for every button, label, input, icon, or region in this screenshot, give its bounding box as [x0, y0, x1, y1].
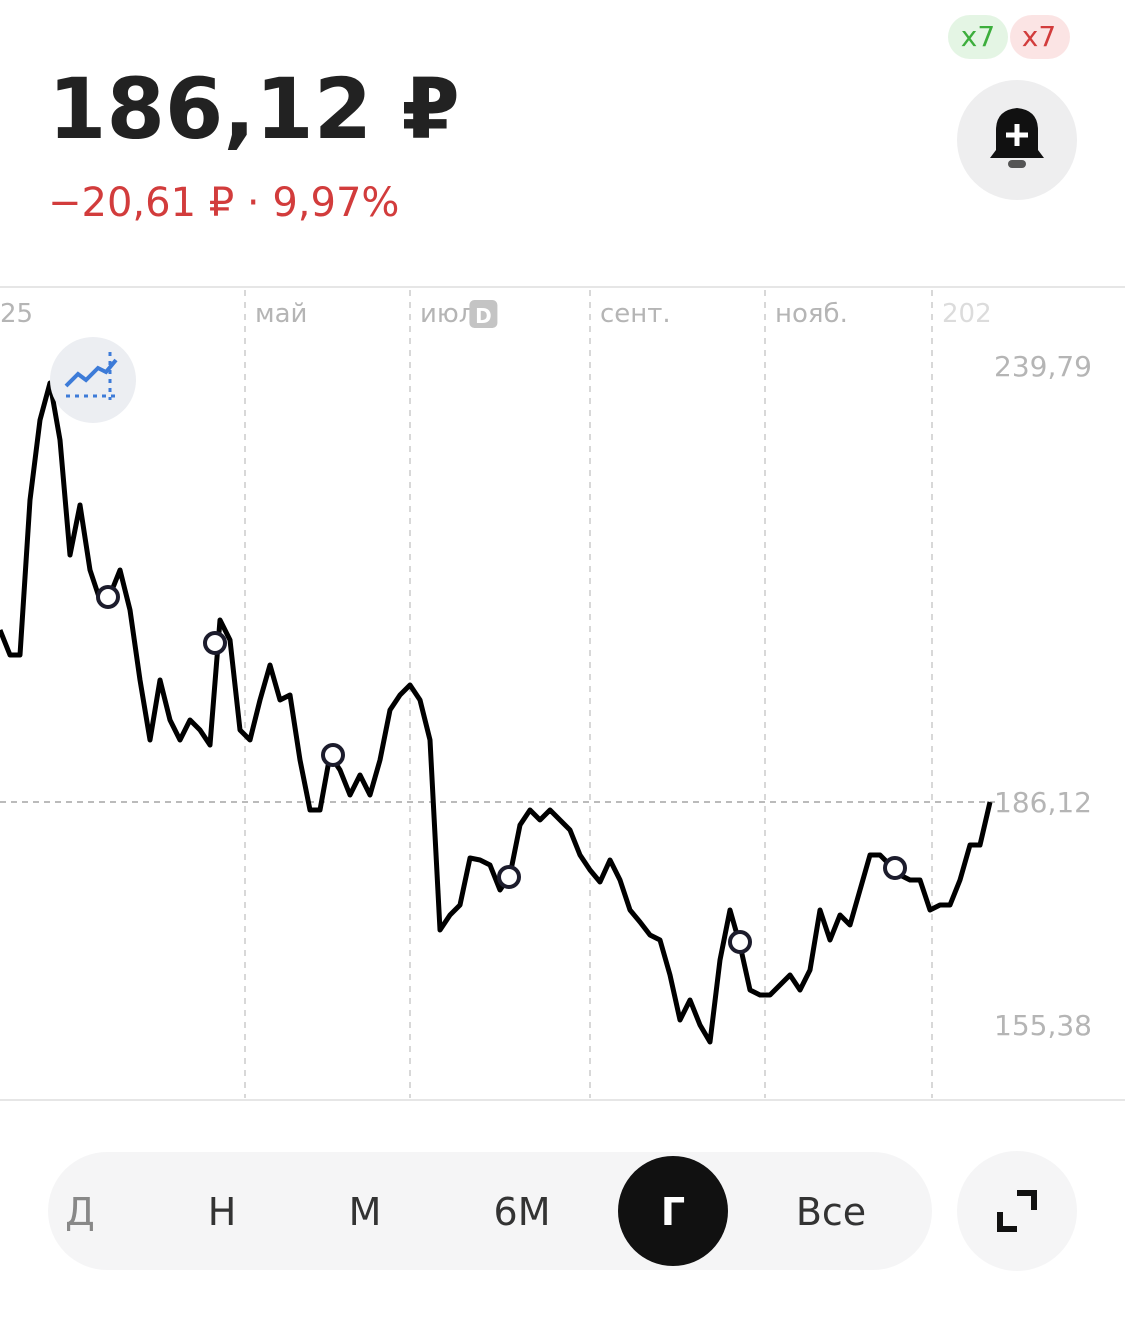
- fullscreen-button[interactable]: [957, 1151, 1077, 1271]
- x-tick-label: июл: [420, 299, 475, 329]
- badge-bg: [1010, 15, 1070, 59]
- period-option[interactable]: Д: [65, 1190, 95, 1234]
- period-option[interactable]: Н: [208, 1190, 237, 1234]
- period-selected-bg[interactable]: [618, 1156, 728, 1266]
- x-tick-label: 25: [0, 299, 33, 329]
- period-option[interactable]: Все: [796, 1190, 866, 1234]
- alert-button[interactable]: [957, 80, 1077, 200]
- indicator-button[interactable]: [50, 337, 136, 423]
- indicator-button-bg[interactable]: [50, 337, 136, 423]
- y-tick-label: 239,79: [994, 350, 1092, 383]
- indicator-icon: [64, 358, 118, 388]
- fullscreen-button-bg[interactable]: [957, 1151, 1077, 1271]
- tick-badge-bg: [469, 300, 498, 328]
- period-option[interactable]: М: [349, 1190, 382, 1234]
- badge-bg: [948, 15, 1008, 59]
- expand-icon: [997, 1190, 1037, 1232]
- indicator-icon: [66, 352, 120, 400]
- bell-clapper: [1008, 160, 1026, 168]
- event-marker[interactable]: [321, 743, 345, 767]
- x-tick-label: сент.: [600, 299, 671, 329]
- event-marker[interactable]: [883, 856, 907, 880]
- tick-badge: D: [475, 304, 492, 328]
- x-tick-label: нояб.: [775, 299, 848, 329]
- badge-up: x7: [961, 20, 995, 53]
- period-selector: Д Н М 6М Г Все: [65, 1156, 866, 1266]
- plus-icon: [1006, 124, 1028, 146]
- y-tick-label: 155,38: [994, 1009, 1092, 1042]
- price-change: −20,61 ₽ · 9,97%: [48, 180, 399, 226]
- event-markers: [96, 585, 907, 954]
- event-marker[interactable]: [203, 631, 227, 655]
- price-line: [0, 380, 993, 1045]
- x-tick-label: 202: [942, 299, 992, 329]
- event-marker[interactable]: [728, 930, 752, 954]
- badge-down: x7: [1022, 20, 1056, 53]
- y-tick-label: 186,12: [994, 786, 1092, 819]
- event-marker[interactable]: [497, 865, 521, 889]
- period-option[interactable]: Г: [661, 1190, 685, 1234]
- event-marker[interactable]: [96, 585, 120, 609]
- price: 186,12 ₽: [48, 60, 460, 158]
- period-option[interactable]: 6М: [494, 1190, 551, 1234]
- x-tick-label: май: [255, 299, 307, 329]
